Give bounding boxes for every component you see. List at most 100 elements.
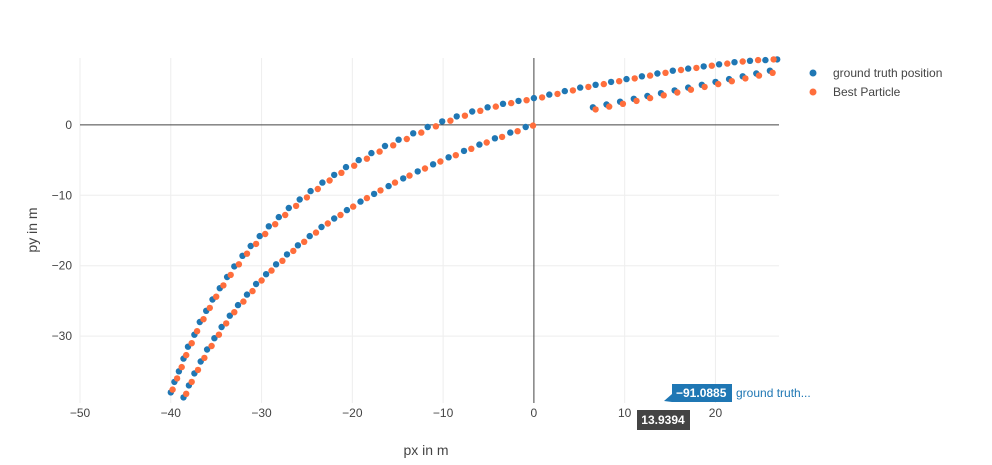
data-point[interactable]: [445, 154, 452, 161]
data-point[interactable]: [421, 165, 429, 172]
data-point[interactable]: [523, 97, 530, 104]
data-point[interactable]: [742, 75, 749, 82]
data-point[interactable]: [240, 298, 247, 305]
data-point[interactable]: [491, 135, 499, 142]
data-point[interactable]: [200, 316, 207, 323]
series-1[interactable]: [169, 56, 777, 397]
data-point[interactable]: [762, 56, 769, 64]
data-point[interactable]: [203, 346, 211, 353]
data-point[interactable]: [223, 320, 230, 327]
data-point[interactable]: [306, 232, 313, 240]
data-point[interactable]: [178, 363, 185, 371]
data-point[interactable]: [515, 97, 522, 105]
data-point[interactable]: [460, 147, 468, 155]
data-point[interactable]: [592, 81, 599, 89]
data-point[interactable]: [227, 271, 234, 279]
data-point[interactable]: [507, 129, 514, 136]
data-point[interactable]: [728, 78, 735, 85]
data-point[interactable]: [234, 301, 242, 309]
data-point[interactable]: [406, 172, 413, 179]
data-point[interactable]: [585, 83, 592, 91]
data-point[interactable]: [301, 238, 308, 245]
data-point[interactable]: [623, 75, 630, 83]
data-point[interactable]: [215, 331, 223, 338]
legend[interactable]: ground truth position Best Particle: [809, 66, 943, 99]
data-point[interactable]: [674, 89, 681, 96]
data-point[interactable]: [279, 257, 286, 264]
data-point[interactable]: [211, 335, 218, 342]
data-point[interactable]: [554, 90, 561, 98]
data-point[interactable]: [638, 73, 646, 80]
data-point[interactable]: [252, 280, 260, 288]
data-point[interactable]: [208, 342, 215, 350]
data-point[interactable]: [477, 107, 484, 115]
data-point[interactable]: [243, 250, 251, 257]
data-point[interactable]: [343, 206, 351, 214]
data-point[interactable]: [708, 62, 715, 69]
data-point[interactable]: [424, 123, 431, 131]
data-point[interactable]: [351, 162, 358, 169]
data-point[interactable]: [258, 277, 265, 284]
data-point[interactable]: [770, 56, 777, 63]
data-point[interactable]: [370, 190, 378, 198]
data-point[interactable]: [631, 75, 638, 82]
data-point[interactable]: [188, 340, 195, 347]
data-point[interactable]: [483, 139, 490, 146]
data-point[interactable]: [391, 179, 399, 186]
data-point[interactable]: [669, 67, 676, 74]
data-point[interactable]: [220, 282, 227, 289]
data-point[interactable]: [363, 155, 371, 162]
data-point[interactable]: [592, 106, 599, 113]
data-point[interactable]: [283, 251, 291, 258]
data-point[interactable]: [319, 179, 326, 186]
data-point[interactable]: [701, 83, 708, 91]
data-point[interactable]: [432, 123, 440, 130]
data-point[interactable]: [312, 229, 320, 236]
data-point[interactable]: [218, 323, 225, 331]
data-point[interactable]: [529, 122, 537, 129]
data-point[interactable]: [194, 366, 202, 374]
legend-item[interactable]: Best Particle: [809, 85, 901, 99]
data-point[interactable]: [569, 87, 577, 94]
data-point[interactable]: [662, 69, 669, 77]
data-point[interactable]: [169, 386, 176, 393]
data-point[interactable]: [342, 163, 350, 171]
data-point[interactable]: [646, 72, 654, 79]
data-point[interactable]: [318, 223, 325, 231]
data-point[interactable]: [376, 148, 383, 155]
data-point[interactable]: [294, 242, 302, 249]
data-point[interactable]: [739, 58, 746, 65]
data-point[interactable]: [754, 56, 762, 64]
data-point[interactable]: [687, 86, 695, 93]
data-point[interactable]: [235, 261, 243, 268]
data-point[interactable]: [338, 169, 345, 176]
data-point[interactable]: [469, 108, 476, 115]
data-point[interactable]: [400, 175, 407, 182]
data-point[interactable]: [616, 78, 623, 85]
data-point[interactable]: [600, 80, 607, 88]
data-point[interactable]: [363, 194, 371, 202]
data-point[interactable]: [437, 158, 444, 165]
data-point[interactable]: [606, 103, 613, 110]
data-point[interactable]: [377, 187, 384, 194]
data-point[interactable]: [357, 198, 364, 205]
data-point[interactable]: [262, 271, 270, 278]
data-point[interactable]: [476, 141, 483, 148]
data-point[interactable]: [492, 103, 499, 110]
data-point[interactable]: [213, 293, 220, 300]
data-point[interactable]: [607, 78, 615, 86]
data-point[interactable]: [693, 64, 700, 72]
data-point[interactable]: [633, 97, 640, 105]
data-point[interactable]: [484, 104, 491, 111]
data-point[interactable]: [337, 211, 344, 219]
data-point[interactable]: [285, 204, 292, 212]
data-point[interactable]: [619, 100, 627, 108]
data-point[interactable]: [715, 80, 722, 88]
data-point[interactable]: [731, 59, 738, 66]
data-point[interactable]: [461, 112, 469, 119]
data-point[interactable]: [746, 57, 754, 64]
data-point[interactable]: [654, 70, 661, 77]
data-point[interactable]: [390, 142, 397, 149]
data-point[interactable]: [226, 312, 233, 319]
